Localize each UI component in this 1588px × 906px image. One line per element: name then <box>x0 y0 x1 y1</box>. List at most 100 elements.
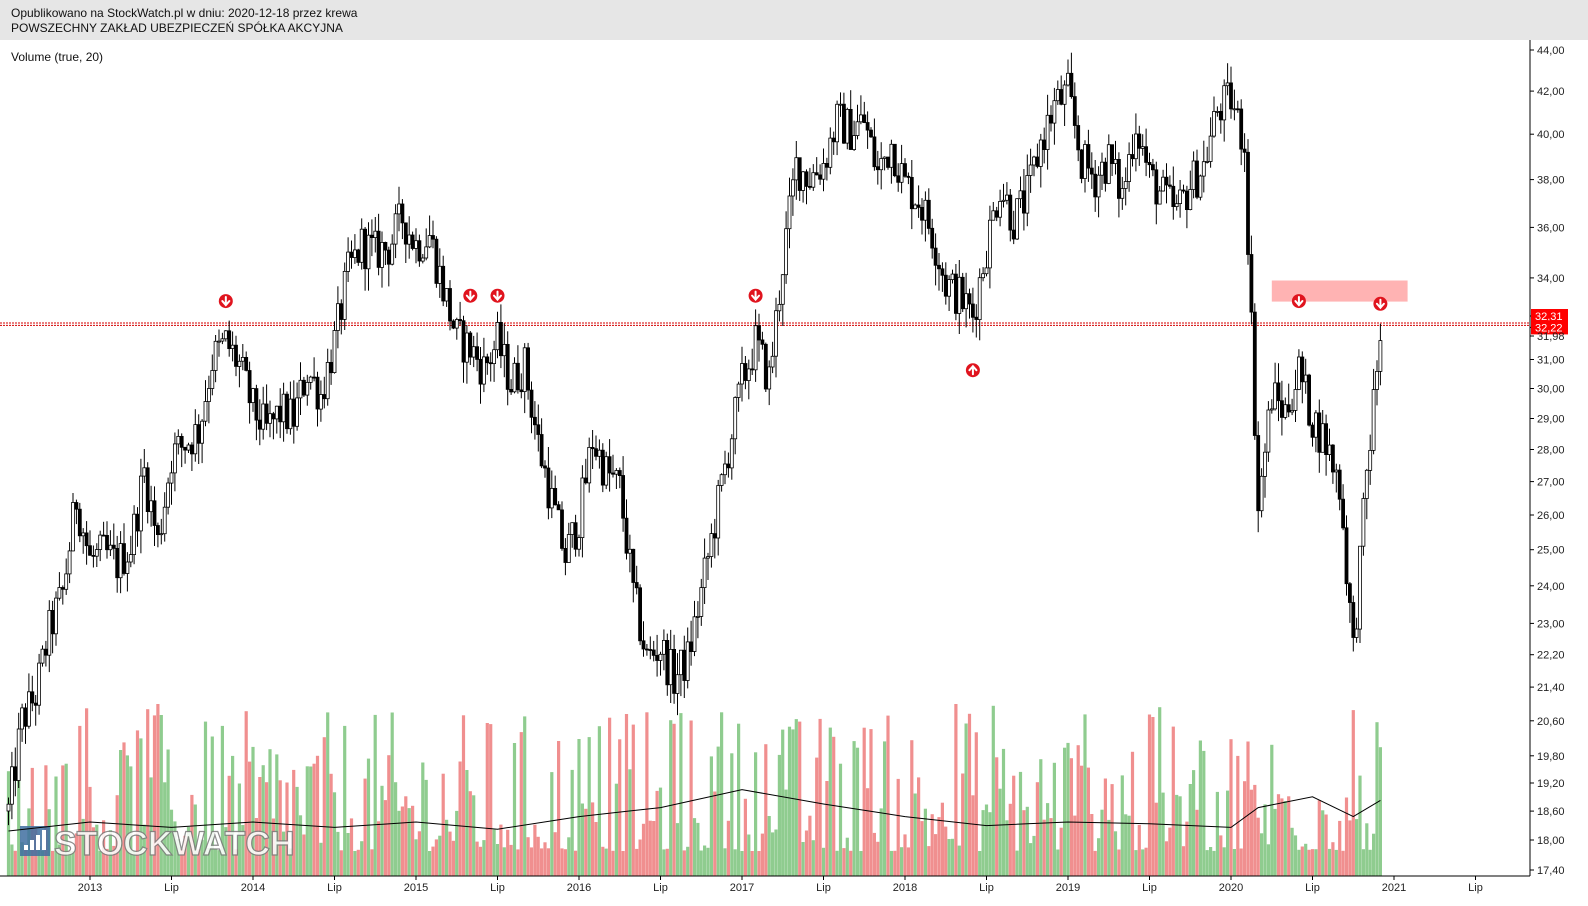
volume-bar <box>1232 849 1236 876</box>
volume-bar <box>1219 835 1223 876</box>
volume-bar <box>421 762 425 876</box>
volume-bar <box>197 849 201 876</box>
candle-body <box>746 368 751 381</box>
candle-body <box>862 114 867 124</box>
candle-body <box>1273 382 1277 410</box>
candle-body <box>933 247 938 266</box>
candle-body <box>696 616 700 618</box>
volume-bar <box>298 815 303 876</box>
volume-bar <box>774 829 778 876</box>
volume-bar <box>461 715 466 876</box>
volume-bar <box>883 741 887 876</box>
volume-bar <box>451 840 455 876</box>
candle-body <box>152 500 157 526</box>
candle-body <box>950 273 955 281</box>
candle-body <box>339 303 344 320</box>
volume-bar <box>597 726 601 876</box>
y-tick-label: 26,00 <box>1537 510 1565 522</box>
volume-bar <box>1008 803 1012 876</box>
volume-bar <box>411 805 415 876</box>
volume-bar <box>88 786 92 876</box>
volume-bar <box>465 770 469 876</box>
candle-body <box>536 424 541 435</box>
volume-bar <box>468 791 472 876</box>
volume-bar <box>125 755 129 876</box>
volume-bar <box>967 713 972 876</box>
volume-bar <box>424 779 428 876</box>
volume-bar <box>1249 789 1253 876</box>
candle-body <box>719 474 724 486</box>
volume-bar <box>866 788 870 876</box>
candle-body <box>794 157 799 181</box>
candle-body <box>431 235 435 240</box>
volume-bar <box>1338 820 1342 876</box>
volume-bar <box>611 850 615 876</box>
candle-body <box>991 210 996 221</box>
y-tick-label: 19,20 <box>1537 778 1565 790</box>
axes: 44,00 42,00 40,00 38,00 36,00 34,00 32,3132,22… <box>0 40 1568 894</box>
volume-bar <box>142 824 146 876</box>
candle-body <box>1113 158 1118 164</box>
candle-body <box>1079 149 1084 179</box>
volume-bar <box>319 842 323 876</box>
candle-body <box>128 554 133 563</box>
candle-body <box>196 424 201 444</box>
candle-body <box>522 347 527 392</box>
candle-body <box>1361 498 1366 547</box>
x-tick-label: Lip <box>816 882 831 894</box>
arrow-down-icon <box>1294 296 1304 307</box>
candle-body <box>1028 164 1033 176</box>
candle-body <box>407 234 412 245</box>
candle-body <box>791 179 795 197</box>
candle-body <box>1164 176 1169 186</box>
y-tick-label: 31,98 <box>1537 331 1565 343</box>
candle-body <box>577 537 581 550</box>
volume-bar <box>998 788 1002 876</box>
y-tick-label: 21,40 <box>1537 682 1565 694</box>
candle-body <box>189 444 194 455</box>
volume-bar <box>271 818 275 876</box>
candle-body <box>81 532 86 537</box>
volume-bar <box>1063 747 1067 876</box>
candle-body <box>842 103 846 144</box>
candle-body <box>366 234 371 270</box>
candle-body <box>685 641 690 681</box>
volume-bar <box>57 844 61 876</box>
candle-body <box>383 241 388 251</box>
volume-bar <box>251 746 255 876</box>
volume-bar <box>1239 848 1243 876</box>
volume-bar <box>51 850 55 876</box>
candle-body <box>441 265 446 302</box>
candle-body <box>774 310 778 357</box>
candle-body <box>590 446 595 450</box>
candle-body <box>1276 382 1281 402</box>
volume-bar <box>237 783 241 876</box>
candle-body <box>505 343 510 390</box>
volume-bar <box>220 725 224 876</box>
x-tick-label: 2014 <box>241 882 265 894</box>
candle-body <box>159 533 164 536</box>
candle-body <box>94 549 99 557</box>
volume-bar <box>366 758 371 876</box>
candle-body <box>1354 628 1359 638</box>
candle-body <box>1344 527 1349 585</box>
candle-body <box>88 545 92 556</box>
candle-body <box>1049 114 1053 124</box>
volume-bar <box>390 712 394 876</box>
candle-body <box>566 534 571 563</box>
candle-body <box>570 522 575 535</box>
candle-body <box>454 319 459 329</box>
candle-body <box>162 506 167 535</box>
volume-bar <box>801 842 805 876</box>
candle-body <box>1317 412 1322 453</box>
candle-body <box>434 238 439 284</box>
candle-body <box>1038 139 1043 167</box>
volume-bar <box>315 755 320 876</box>
candle-body <box>583 477 588 484</box>
volume-bar <box>373 714 377 876</box>
volume-bar <box>652 821 656 876</box>
volume-bar <box>387 755 391 876</box>
volume-bar <box>872 832 876 876</box>
volume-bar <box>954 704 958 876</box>
volume-bar <box>849 850 853 876</box>
